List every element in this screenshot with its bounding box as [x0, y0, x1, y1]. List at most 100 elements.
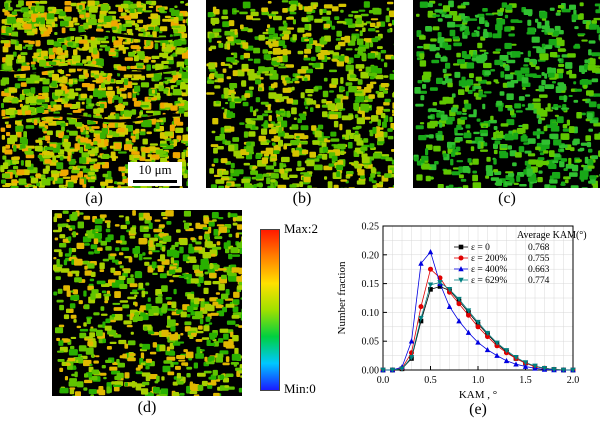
- grain: [486, 156, 491, 162]
- grain: [582, 98, 588, 102]
- grain: [86, 55, 91, 62]
- grain: [5, 27, 13, 33]
- grain: [25, 44, 34, 47]
- grain: [38, 93, 43, 96]
- grain: [588, 79, 592, 85]
- grain: [59, 63, 68, 67]
- grain: [115, 240, 123, 244]
- grain: [544, 73, 548, 79]
- legend-average-value: 0.774: [528, 276, 550, 286]
- grain: [60, 169, 69, 175]
- grain: [307, 15, 314, 21]
- grain: [196, 330, 204, 334]
- grain: [345, 135, 350, 140]
- grain: [173, 117, 181, 125]
- grain: [233, 150, 242, 157]
- grain: [207, 12, 214, 18]
- grain: [215, 19, 220, 24]
- grain: [381, 154, 390, 157]
- grain: [93, 360, 99, 364]
- grain: [314, 130, 322, 138]
- grain: [333, 184, 339, 188]
- grain: [539, 94, 548, 98]
- grain: [78, 11, 87, 15]
- grain: [130, 135, 136, 139]
- grain: [560, 107, 570, 110]
- grain: [85, 134, 90, 138]
- grain: [48, 6, 55, 10]
- grain: [87, 0, 95, 7]
- grain: [21, 138, 28, 145]
- data-point: [389, 367, 396, 373]
- grain: [125, 220, 130, 225]
- grain: [386, 7, 390, 11]
- grain: [146, 73, 155, 78]
- grain: [158, 186, 163, 188]
- grain: [93, 312, 100, 316]
- grain: [33, 119, 38, 126]
- grain: [224, 385, 230, 388]
- grain: [78, 345, 87, 352]
- grain: [159, 7, 165, 13]
- grain: [41, 117, 46, 121]
- grain: [143, 212, 150, 219]
- grain: [185, 150, 188, 157]
- grain: [118, 252, 124, 256]
- grain: [303, 174, 313, 177]
- grain: [209, 243, 217, 248]
- grain: [273, 150, 280, 154]
- grain: [223, 333, 229, 340]
- grain: [219, 374, 224, 380]
- grain: [158, 233, 167, 237]
- data-point: [484, 346, 491, 353]
- grain: [175, 127, 184, 133]
- grain: [471, 58, 479, 61]
- grain: [133, 101, 142, 107]
- grain: [466, 79, 474, 86]
- colorbar: [260, 229, 280, 391]
- grain: [334, 16, 340, 20]
- grain: [262, 49, 268, 54]
- grain: [380, 113, 386, 119]
- grain: [286, 27, 295, 30]
- grain: [187, 256, 196, 260]
- grain: [377, 46, 383, 49]
- grain: [24, 110, 32, 115]
- grain: [454, 71, 461, 78]
- grain: [184, 169, 188, 174]
- grain: [178, 275, 187, 278]
- grain: [175, 365, 181, 370]
- grain: [450, 158, 454, 166]
- grain: [42, 168, 49, 174]
- grain: [283, 22, 288, 28]
- grain: [473, 83, 481, 86]
- grain: [591, 52, 600, 57]
- grain: [496, 100, 503, 106]
- grain: [218, 283, 225, 291]
- grain: [124, 57, 134, 61]
- grain: [549, 52, 558, 58]
- grain: [248, 86, 254, 90]
- grain: [372, 127, 377, 134]
- grain: [136, 92, 140, 96]
- grain: [218, 226, 227, 233]
- grain: [493, 158, 497, 165]
- grain: [243, 52, 250, 59]
- grain: [122, 101, 129, 106]
- grain: [64, 145, 70, 152]
- grain: [464, 54, 471, 60]
- grain: [102, 173, 109, 178]
- grain: [473, 85, 482, 90]
- grain: [220, 62, 225, 66]
- grain: [126, 37, 131, 44]
- grain: [368, 28, 376, 32]
- grain: [292, 34, 297, 41]
- grain: [309, 151, 316, 158]
- y-tick-label: 0.05: [362, 337, 380, 348]
- grain: [230, 126, 235, 132]
- grain: [290, 4, 297, 11]
- grain: [297, 118, 302, 124]
- grain: [276, 56, 283, 63]
- grain: [32, 28, 38, 33]
- grain: [591, 155, 598, 160]
